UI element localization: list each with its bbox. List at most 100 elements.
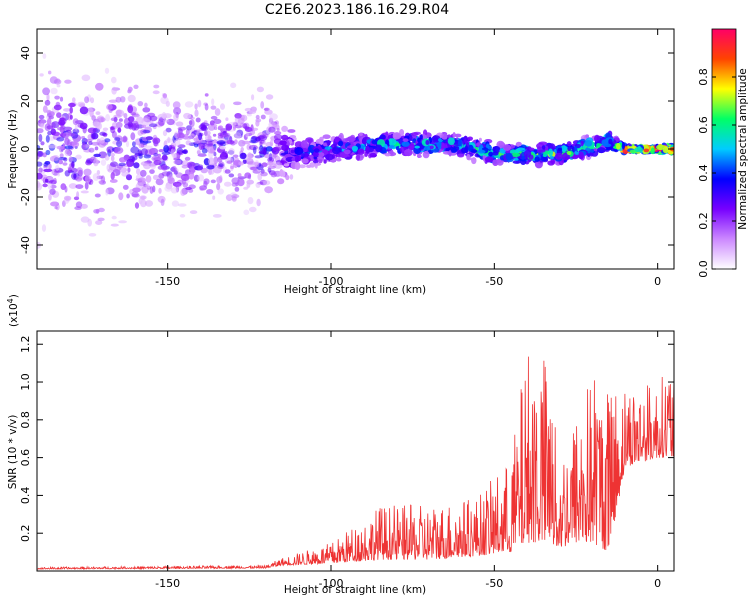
- spectral-cell: [73, 173, 77, 179]
- spectral-cell: [119, 96, 126, 103]
- spectral-cell: [110, 152, 115, 157]
- spectral-cell: [110, 223, 119, 227]
- spectral-cell: [234, 113, 242, 119]
- snr-series-line: [37, 356, 674, 571]
- spectral-cell: [580, 140, 584, 147]
- spectral-cell: [634, 146, 643, 153]
- spectral-cell: [153, 159, 162, 166]
- tick-label: -50: [485, 275, 503, 288]
- spectral-cell: [82, 142, 86, 151]
- spectral-cell: [357, 148, 365, 155]
- spectral-cell: [144, 102, 148, 108]
- spectral-cell: [90, 97, 95, 104]
- spectral-cell: [240, 147, 244, 152]
- spectral-cell: [59, 153, 64, 159]
- spectral-cell: [244, 172, 252, 179]
- spectral-cell: [40, 141, 45, 146]
- spectral-cell: [189, 210, 198, 215]
- spectral-cell: [79, 122, 88, 130]
- spectral-cell: [133, 84, 139, 90]
- spectral-cell: [503, 144, 511, 151]
- spectral-cell: [59, 132, 67, 137]
- colorbar-gradient: [711, 28, 737, 270]
- spectral-cell: [213, 166, 222, 174]
- spectral-cell: [596, 143, 602, 147]
- spectral-cell: [158, 149, 165, 153]
- spectral-cell: [549, 155, 554, 160]
- spectral-cell: [94, 146, 99, 151]
- spectral-cell: [662, 146, 669, 154]
- spectral-cell: [219, 145, 227, 150]
- spectral-cell: [356, 153, 360, 161]
- spectral-cell: [279, 169, 284, 177]
- spectral-cell: [176, 132, 185, 139]
- spectral-cell: [175, 121, 184, 127]
- spectral-cell: [134, 152, 144, 156]
- spectral-cell: [294, 147, 304, 156]
- spectral-cell: [210, 179, 216, 184]
- spectral-cell: [228, 148, 235, 156]
- tick-label: 0.2: [697, 212, 710, 230]
- spectral-cell: [64, 149, 71, 157]
- tick-label: 0.4: [19, 487, 32, 505]
- spectral-cell: [351, 145, 358, 152]
- spectral-cell: [454, 133, 462, 138]
- spectral-cell: [246, 182, 251, 188]
- spectrogram-heatmap: [37, 53, 674, 249]
- spectral-cell: [109, 179, 118, 183]
- spectral-cell: [195, 117, 201, 123]
- spectral-cell: [201, 148, 208, 154]
- spectral-cell: [540, 157, 548, 162]
- spectral-cell: [252, 146, 257, 155]
- tick-label: 0.6: [19, 449, 32, 467]
- spectral-cell: [111, 76, 117, 84]
- spectral-cell: [83, 168, 92, 176]
- colorbar-ticks: 0.0 0.2 0.4 0.6 0.8: [697, 68, 736, 278]
- spectral-cell: [141, 124, 147, 129]
- spectral-cell: [99, 137, 106, 144]
- spectral-cell: [88, 233, 97, 237]
- spectral-cell: [105, 188, 109, 196]
- spectral-cell: [138, 177, 146, 184]
- spectral-cell: [48, 70, 52, 75]
- tick-label: 0: [654, 275, 661, 288]
- spectral-cell: [371, 139, 379, 145]
- spectral-cell: [264, 108, 269, 112]
- spectral-cell: [79, 106, 89, 115]
- spectral-cell: [466, 153, 471, 160]
- spectral-cell: [234, 139, 238, 145]
- spectral-cell: [76, 167, 83, 175]
- spectral-cell: [45, 135, 50, 143]
- spectral-cell: [47, 182, 53, 190]
- spectral-cell: [597, 147, 606, 154]
- spectral-cell: [276, 128, 280, 132]
- spectrogram-x-ticks: -150 -100 -50 0: [155, 29, 661, 288]
- spectral-cell: [171, 200, 179, 207]
- spectral-cell: [56, 112, 62, 118]
- spectral-cell: [267, 157, 275, 163]
- tick-label: -100: [319, 275, 344, 288]
- spectral-cell: [228, 173, 235, 178]
- spectral-cell: [323, 159, 327, 164]
- spectral-cell: [255, 182, 261, 189]
- spectral-cell: [84, 181, 89, 190]
- spectral-cell: [184, 135, 193, 140]
- spectral-cell: [207, 145, 217, 154]
- spectral-cell: [95, 220, 103, 226]
- spectral-cell: [71, 141, 80, 148]
- spectral-cell: [149, 186, 154, 194]
- spectral-cell: [48, 111, 55, 117]
- spectral-cell: [48, 193, 52, 201]
- spectral-cell: [104, 154, 110, 161]
- spectral-cell: [126, 193, 130, 199]
- spectral-cell: [46, 93, 50, 102]
- spectral-cell: [145, 175, 152, 183]
- spectral-cell: [224, 181, 232, 187]
- spectral-cell: [173, 107, 182, 115]
- spectral-cell: [193, 137, 198, 142]
- spectral-cell: [94, 193, 101, 198]
- spectral-cell: [243, 209, 250, 216]
- spectral-cell: [42, 87, 50, 96]
- spectral-cell: [269, 113, 278, 121]
